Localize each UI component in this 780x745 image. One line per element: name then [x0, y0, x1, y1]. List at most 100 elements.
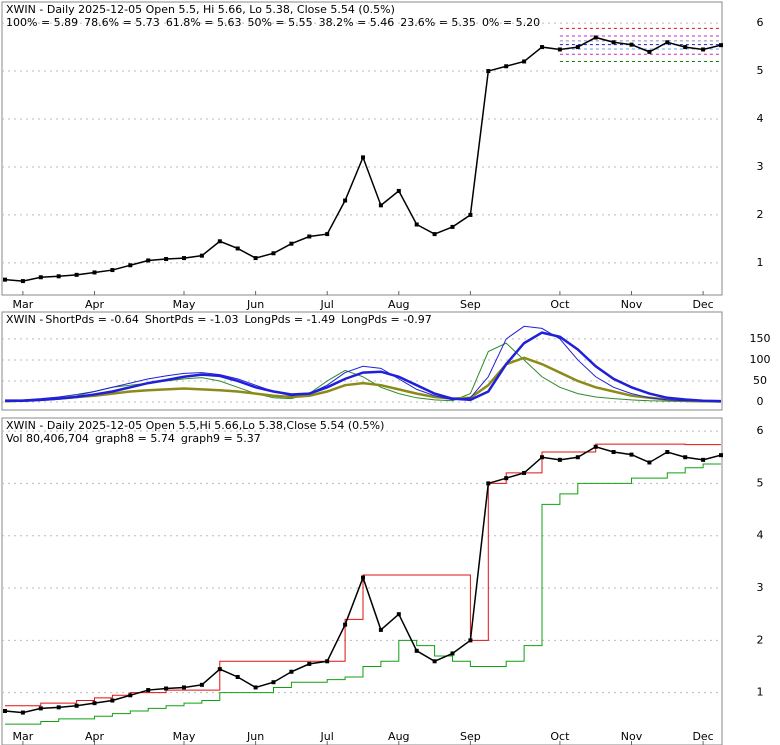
- y-tick-label: 6: [757, 16, 764, 29]
- legend-entry: graph9 = 5.37: [181, 432, 261, 445]
- price-bar: [450, 224, 455, 229]
- price-bar: [683, 455, 688, 460]
- price-bar: [146, 258, 151, 263]
- series-line: [5, 325, 722, 403]
- fib-label: 61.8% = 5.63: [166, 16, 242, 29]
- price-bar: [92, 270, 97, 275]
- y-tick-label: 1: [757, 686, 764, 699]
- price-bar: [557, 47, 562, 52]
- volume-label: Vol 80,406,704: [6, 432, 89, 445]
- legend-entry: ShortPds = -1.03: [145, 313, 239, 326]
- price-bar: [289, 241, 294, 246]
- x-tick-label: Mar: [13, 730, 34, 743]
- price-bar: [361, 575, 365, 580]
- price-bar: [289, 669, 294, 674]
- legend-entry: graph8 = 5.74: [95, 432, 175, 445]
- price-bar: [217, 239, 222, 244]
- price-bar: [110, 698, 115, 703]
- price-bar: [665, 450, 670, 455]
- price-bar: [253, 685, 258, 690]
- legend-entry: LongPds = -0.97: [341, 313, 432, 326]
- price-bar: [74, 272, 79, 277]
- price-bar: [56, 274, 61, 279]
- series-line: [5, 463, 721, 725]
- x-tick-label: Apr: [85, 730, 105, 743]
- price-bar: [450, 651, 455, 656]
- price-bar: [325, 232, 330, 237]
- price-bar: [128, 263, 133, 268]
- price-bar: [557, 457, 562, 462]
- fib-label: 38.2% = 5.46: [319, 16, 395, 29]
- fib-label: 78.6% = 5.73: [84, 16, 160, 29]
- price-bar: [683, 45, 688, 50]
- price-bar: [343, 198, 348, 203]
- price-bar: [540, 455, 544, 460]
- panel-frame: [1, 311, 723, 411]
- panel-frame: [1, 417, 723, 745]
- price-bar: [182, 685, 186, 690]
- x-tick-label: Aug: [388, 730, 409, 743]
- price-bar: [20, 710, 25, 715]
- legend-entry: ShortPds = -0.64: [45, 313, 139, 326]
- y-tick-label: 6: [757, 424, 764, 437]
- y-tick-label: 4: [757, 112, 764, 125]
- x-tick-label: Oct: [550, 730, 570, 743]
- y-tick-label: 3: [757, 581, 764, 594]
- fib-label: 100% = 5.89: [6, 16, 78, 29]
- price-bar: [307, 661, 312, 666]
- price-bar: [74, 703, 79, 708]
- price-bar: [128, 693, 133, 698]
- price-bar: [182, 256, 186, 261]
- x-tick-label: Nov: [621, 298, 643, 311]
- price-bar: [522, 470, 527, 475]
- y-tick-label: 5: [757, 64, 764, 77]
- series-line: [4, 356, 722, 403]
- x-tick-label: Aug: [388, 298, 409, 311]
- price-bar: [647, 49, 652, 54]
- panel-frame: [1, 1, 723, 296]
- x-tick-label: Nov: [621, 730, 643, 743]
- price-bar: [665, 40, 670, 45]
- x-tick-label: Jun: [246, 298, 264, 311]
- y-tick-label: 50: [753, 374, 767, 387]
- price-bar: [593, 444, 598, 449]
- price-bar: [701, 47, 706, 52]
- x-tick-label: Sep: [460, 298, 481, 311]
- price-bar: [3, 277, 7, 282]
- price-bar: [325, 659, 330, 664]
- y-tick-label: 0: [757, 395, 764, 408]
- y-tick-label: 100: [750, 353, 771, 366]
- y-tick-label: 150: [750, 332, 771, 345]
- price-bar: [468, 212, 473, 217]
- y-tick-label: 2: [757, 633, 764, 646]
- price-bar: [164, 257, 169, 262]
- fib-label: 50% = 5.55: [247, 16, 312, 29]
- price-bar: [253, 256, 258, 261]
- price-bar: [468, 638, 473, 643]
- price-bar: [719, 43, 723, 48]
- price-bar: [629, 452, 634, 457]
- price-bar: [146, 688, 151, 693]
- price-bar: [378, 627, 383, 632]
- price-bar: [611, 450, 616, 455]
- price-bar: [92, 701, 97, 706]
- price-bar: [396, 188, 401, 193]
- series-line: [5, 443, 721, 707]
- price-bar: [504, 476, 509, 481]
- price-bar: [20, 279, 25, 284]
- price-bar: [414, 648, 419, 653]
- price-bar: [199, 682, 204, 687]
- price-bar: [414, 222, 419, 227]
- panel-title: XWIN - Daily 2025-12-05 Open 5.5,Hi 5.66…: [6, 419, 384, 432]
- x-tick-label: Jun: [246, 730, 264, 743]
- y-tick-label: 4: [757, 529, 764, 542]
- price-bar: [719, 453, 723, 458]
- y-tick-label: 5: [757, 476, 764, 489]
- price-bar: [235, 674, 240, 679]
- y-tick-label: 3: [757, 160, 764, 173]
- price-bar: [217, 667, 222, 672]
- price-bar: [575, 45, 580, 50]
- price-bar: [307, 234, 312, 239]
- price-bar: [701, 457, 706, 462]
